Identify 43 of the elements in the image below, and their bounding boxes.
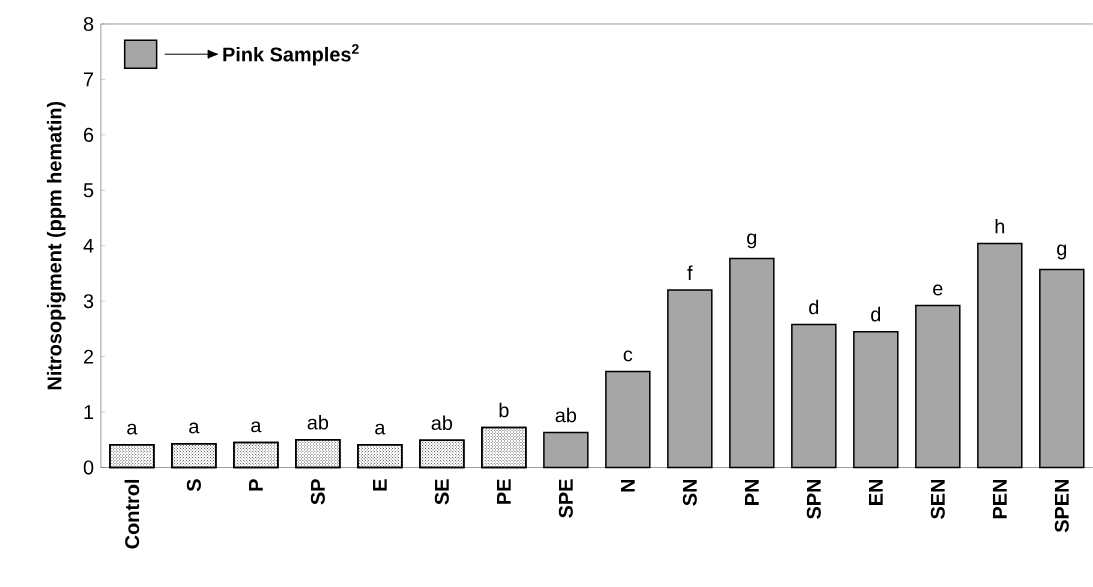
annotation: d [809,299,819,315]
y-tick-label: 2 [84,349,94,364]
y-tick-label: 4 [83,238,94,253]
annotation: c [623,350,633,362]
annotation: g [747,233,757,249]
y-tick-label: 7 [84,72,94,87]
annotation: h [995,218,1005,234]
annotation: a [127,423,138,435]
annotation: a [189,422,200,434]
x-tick-label: E [373,479,387,491]
annotation: a [375,423,386,435]
y-axis-title: Nitrosopigment (ppm hematin) [46,101,66,390]
x-tick-label: PE [497,479,511,504]
x-tick-label: SPE [558,479,573,518]
x-tick-label: S [186,479,201,492]
x-tick-label: EN [868,479,883,505]
x-tick-label: SP [310,479,325,505]
annotation: a [251,421,262,433]
annotation: ab [431,415,453,430]
y-tick-label: 0 [83,460,94,475]
y-tick-label: 8 [83,16,94,31]
annotation: ab [555,407,577,423]
y-tick-label: 1 [84,405,94,419]
x-tick-label: PN [744,479,759,505]
annotation: ab [307,414,329,430]
x-tick-label: SE [434,479,449,505]
x-tick-label: SN [682,479,697,506]
x-tick-label: SPN [806,479,821,519]
annotation: e [933,284,943,296]
x-tick-label: SEN [930,479,945,519]
x-tick-label: PEN [992,479,1007,518]
y-tick-label: 5 [83,183,94,198]
x-tick-label: SPEN [1054,479,1069,533]
x-tick-label: P [249,479,263,491]
y-tick-label: 3 [83,293,94,309]
annotation: f [687,265,693,280]
annotation: b [499,402,509,418]
x-tick-label: Control [124,479,140,549]
x-tick-label: N [621,479,635,492]
y-tick-label: 6 [84,127,94,142]
legend-label: Pink Samples$^{2}$ [223,43,359,66]
annotation: g [1057,244,1067,260]
annotation: d [871,306,881,322]
